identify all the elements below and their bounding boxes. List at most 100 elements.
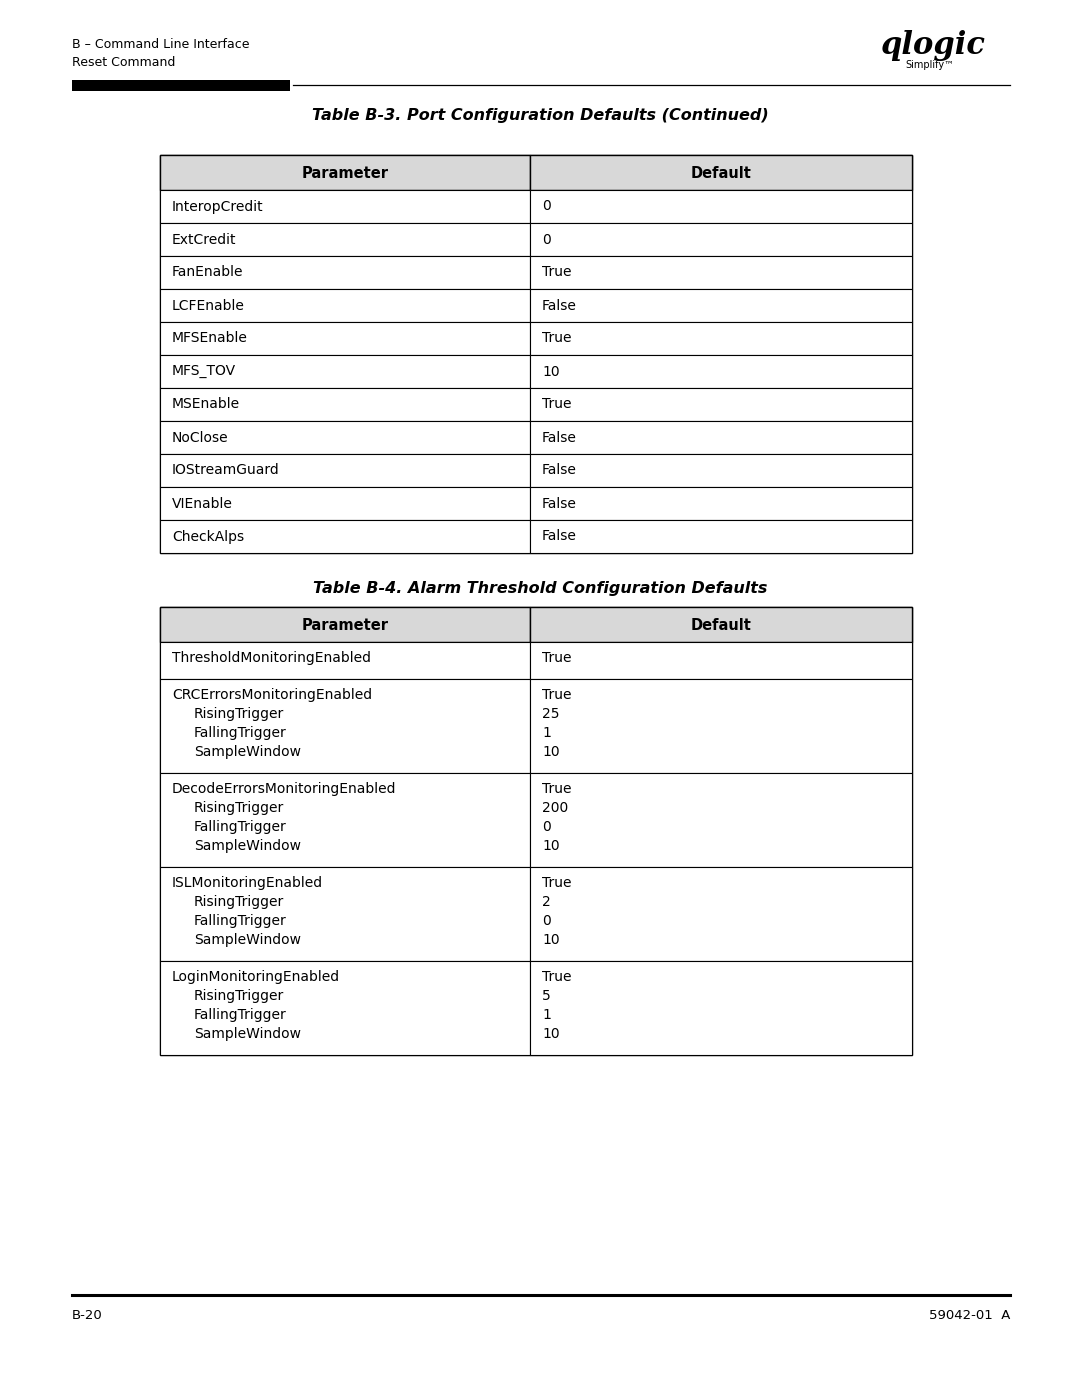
Text: Default: Default (690, 619, 752, 633)
Text: 1: 1 (542, 726, 551, 740)
Text: True: True (542, 970, 571, 983)
Text: NoClose: NoClose (172, 430, 229, 444)
Bar (530, 679, 912, 773)
Text: 10: 10 (542, 365, 559, 379)
Bar (160, 256, 530, 289)
Text: 10: 10 (542, 745, 559, 759)
Text: FanEnable: FanEnable (172, 265, 243, 279)
Text: SampleWindow: SampleWindow (194, 1027, 301, 1041)
Text: True: True (542, 331, 571, 345)
Text: ISLMonitoringEnabled: ISLMonitoringEnabled (172, 876, 323, 890)
Text: VIEnable: VIEnable (172, 496, 233, 510)
Bar (160, 420, 530, 454)
Text: FallingTrigger: FallingTrigger (194, 726, 287, 740)
Bar (530, 868, 912, 961)
Bar (530, 488, 912, 520)
Text: qlogic: qlogic (880, 29, 985, 61)
Bar (530, 155, 912, 190)
Bar (160, 608, 912, 1055)
Text: True: True (542, 876, 571, 890)
Bar (530, 454, 912, 488)
Text: IOStreamGuard: IOStreamGuard (172, 464, 280, 478)
Bar (530, 321, 912, 355)
Text: MSEnable: MSEnable (172, 398, 240, 412)
Bar (530, 608, 912, 643)
Bar (160, 388, 530, 420)
Text: 5: 5 (542, 989, 551, 1003)
Text: 59042-01  A: 59042-01 A (929, 1309, 1010, 1322)
Text: True: True (542, 782, 571, 796)
Text: SampleWindow: SampleWindow (194, 840, 301, 854)
Bar (530, 643, 912, 679)
Bar (530, 961, 912, 1055)
Text: LCFEnable: LCFEnable (172, 299, 245, 313)
Text: Table B-3. Port Configuration Defaults (Continued): Table B-3. Port Configuration Defaults (… (312, 108, 768, 123)
Bar (160, 488, 530, 520)
Text: True: True (542, 651, 571, 665)
Text: FallingTrigger: FallingTrigger (194, 914, 287, 928)
Bar (160, 679, 530, 773)
Text: 200: 200 (542, 800, 568, 814)
Text: True: True (542, 265, 571, 279)
Bar (72, 80, 291, 91)
Text: FallingTrigger: FallingTrigger (194, 820, 287, 834)
Text: False: False (542, 299, 577, 313)
Bar (160, 155, 912, 553)
Text: MFS_TOV: MFS_TOV (172, 365, 237, 379)
Text: LoginMonitoringEnabled: LoginMonitoringEnabled (172, 970, 340, 983)
Text: False: False (542, 496, 577, 510)
Text: SampleWindow: SampleWindow (194, 933, 301, 947)
Bar (160, 454, 530, 488)
Text: 10: 10 (542, 1027, 559, 1041)
Text: False: False (542, 430, 577, 444)
Bar (160, 289, 530, 321)
Text: Simplify™: Simplify™ (905, 60, 954, 70)
Text: DecodeErrorsMonitoringEnabled: DecodeErrorsMonitoringEnabled (172, 782, 396, 796)
Text: CheckAlps: CheckAlps (172, 529, 244, 543)
Bar (530, 388, 912, 420)
Bar (530, 190, 912, 224)
Bar (160, 190, 530, 224)
Text: Parameter: Parameter (301, 619, 389, 633)
Text: CRCErrorsMonitoringEnabled: CRCErrorsMonitoringEnabled (172, 687, 373, 703)
Bar (530, 773, 912, 868)
Text: 2: 2 (542, 895, 551, 909)
Text: SampleWindow: SampleWindow (194, 745, 301, 759)
Text: Parameter: Parameter (301, 166, 389, 182)
Text: 10: 10 (542, 840, 559, 854)
Bar (160, 224, 530, 256)
Text: FallingTrigger: FallingTrigger (194, 1009, 287, 1023)
Text: 0: 0 (542, 820, 551, 834)
Text: False: False (542, 464, 577, 478)
Bar (530, 355, 912, 388)
Bar (160, 643, 530, 679)
Text: InteropCredit: InteropCredit (172, 200, 264, 214)
Text: Default: Default (690, 166, 752, 182)
Text: 25: 25 (542, 707, 559, 721)
Text: True: True (542, 398, 571, 412)
Text: 0: 0 (542, 914, 551, 928)
Bar (530, 289, 912, 321)
Bar (530, 520, 912, 553)
Bar (530, 256, 912, 289)
Text: RisingTrigger: RisingTrigger (194, 800, 284, 814)
Bar (160, 608, 530, 643)
Text: MFSEnable: MFSEnable (172, 331, 248, 345)
Text: ExtCredit: ExtCredit (172, 232, 237, 246)
Text: B-20: B-20 (72, 1309, 103, 1322)
Text: ThresholdMonitoringEnabled: ThresholdMonitoringEnabled (172, 651, 372, 665)
Text: 1: 1 (542, 1009, 551, 1023)
Bar (160, 868, 530, 961)
Bar (160, 355, 530, 388)
Bar (530, 420, 912, 454)
Bar (160, 321, 530, 355)
Text: Reset Command: Reset Command (72, 56, 175, 68)
Bar (160, 773, 530, 868)
Bar (530, 224, 912, 256)
Text: 10: 10 (542, 933, 559, 947)
Text: RisingTrigger: RisingTrigger (194, 895, 284, 909)
Text: Table B-4. Alarm Threshold Configuration Defaults: Table B-4. Alarm Threshold Configuration… (313, 581, 767, 597)
Text: B – Command Line Interface: B – Command Line Interface (72, 38, 249, 52)
Text: RisingTrigger: RisingTrigger (194, 989, 284, 1003)
Bar (160, 520, 530, 553)
